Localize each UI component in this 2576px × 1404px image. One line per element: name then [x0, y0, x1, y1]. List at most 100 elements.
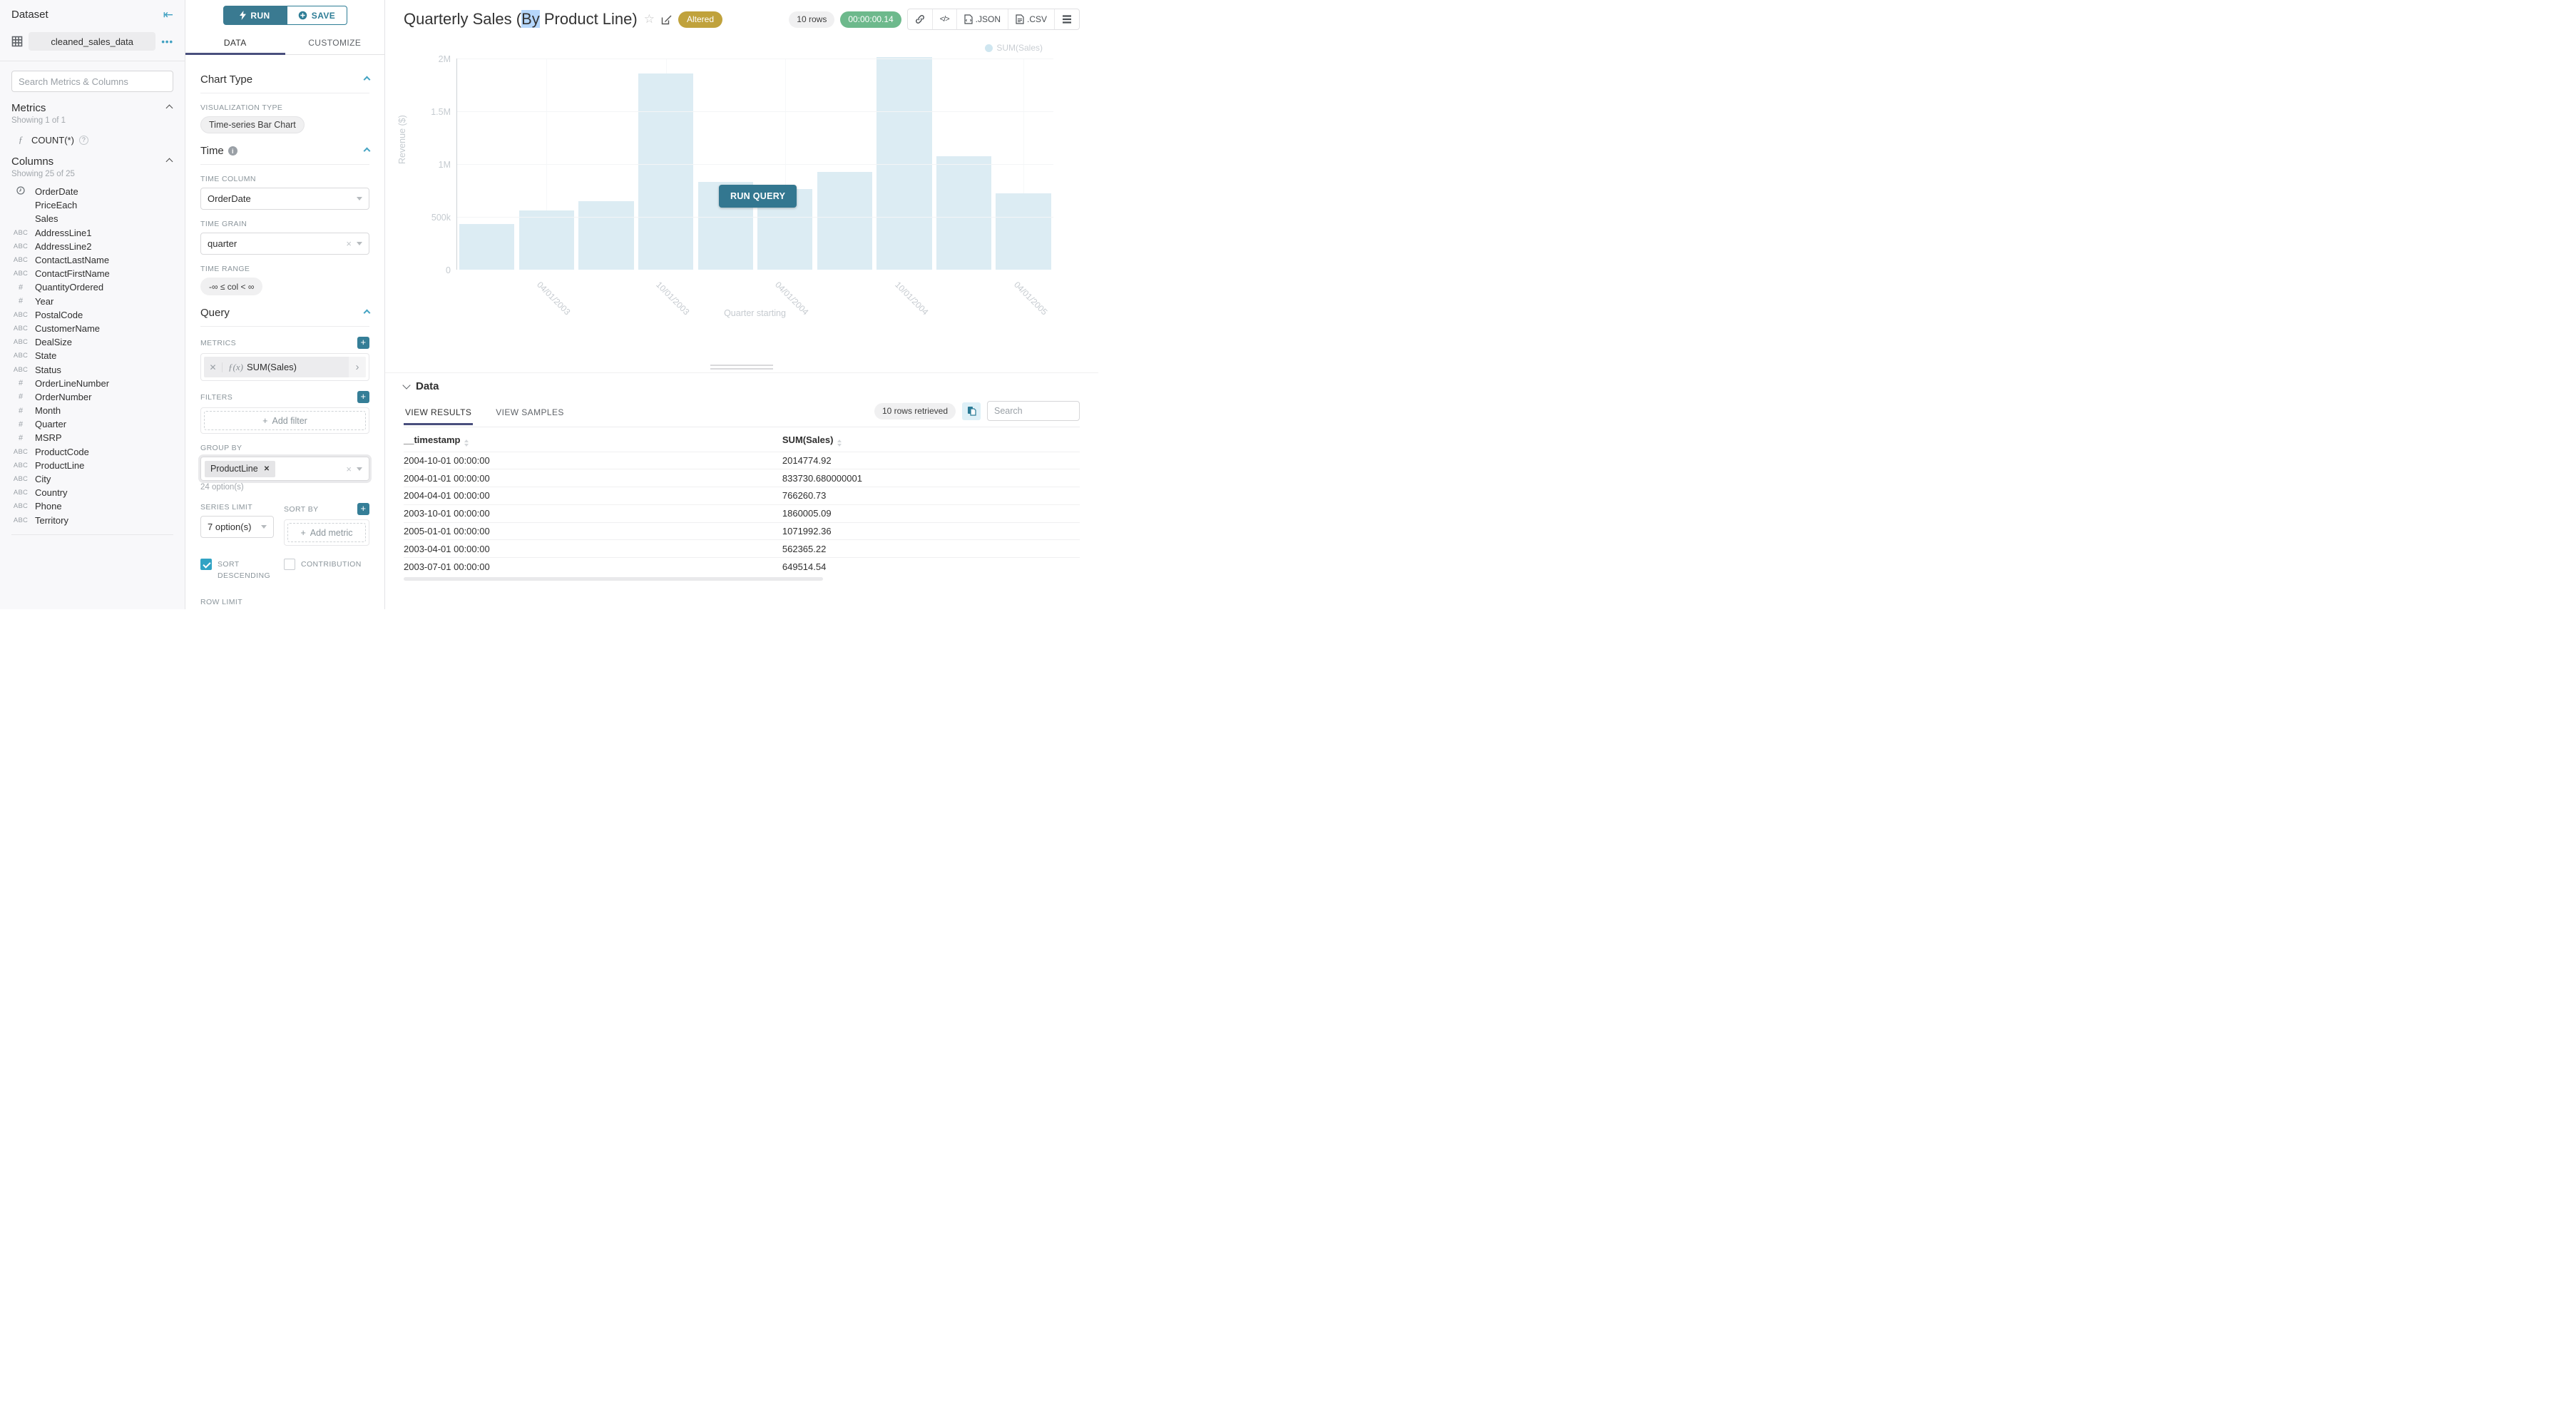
resize-handle[interactable] [385, 361, 1098, 372]
time-range-value[interactable]: -∞ ≤ col < ∞ [200, 278, 263, 295]
column-item[interactable]: ABC ContactFirstName [11, 267, 173, 280]
hamburger-icon [1063, 15, 1071, 24]
y-tick-label: 500k [431, 213, 451, 223]
save-button[interactable]: SAVE [287, 6, 347, 25]
legend-item[interactable]: SUM(Sales) [985, 43, 1043, 53]
clear-icon[interactable]: × [346, 463, 352, 474]
series-limit-select[interactable]: 7 option(s) [200, 516, 274, 538]
group-by-select[interactable]: ProductLine ✕ × [200, 457, 369, 481]
add-sort-metric-button[interactable]: + [357, 503, 369, 515]
search-input[interactable] [19, 76, 166, 87]
dataset-more-menu[interactable]: ••• [161, 36, 173, 47]
dataset-name: cleaned_sales_data [29, 32, 156, 51]
metric-item[interactable]: ƒ COUNT(*) ? [11, 134, 173, 146]
metric-control: ✕ ƒ(x) SUM(Sales) › [200, 353, 369, 381]
column-item[interactable]: # OrderNumber [11, 390, 173, 404]
column-item[interactable]: ABC DealSize [11, 335, 173, 349]
remove-metric-icon[interactable]: ✕ [204, 362, 223, 372]
run-button[interactable]: RUN [223, 6, 287, 25]
column-item[interactable]: ABC ContactLastName [11, 253, 173, 267]
favorite-star-icon[interactable]: ☆ [643, 12, 655, 26]
chevron-up-icon[interactable] [165, 104, 173, 112]
time-grain-label: TIME GRAIN [200, 220, 247, 228]
metrics-section-title: Metrics [11, 102, 46, 114]
column-item[interactable]: ABC City [11, 472, 173, 486]
metrics-columns-search[interactable] [11, 71, 173, 92]
horizontal-scrollbar[interactable] [404, 576, 823, 581]
data-section-title[interactable]: Data [416, 380, 439, 392]
visualization-type-value[interactable]: Time-series Bar Chart [200, 116, 305, 133]
column-item[interactable]: ABC State [11, 349, 173, 362]
run-query-button[interactable]: RUN QUERY [719, 185, 797, 208]
bar [578, 200, 634, 270]
results-search-input[interactable] [987, 401, 1080, 421]
copy-data-button[interactable] [962, 402, 981, 420]
add-metric-button[interactable]: + [357, 337, 369, 349]
copy-link-button[interactable] [908, 9, 932, 29]
tab-view-samples[interactable]: VIEW SAMPLES [496, 407, 564, 417]
column-item[interactable]: ABC Phone [11, 499, 173, 513]
export-csv-button[interactable]: .CSV [1007, 9, 1054, 29]
column-item[interactable]: ABC AddressLine2 [11, 240, 173, 253]
time-range-label: TIME RANGE [200, 265, 250, 273]
chevron-up-icon[interactable] [363, 309, 371, 317]
value-cell: 766260.73 [782, 487, 1080, 505]
column-item[interactable]: # QuantityOrdered [11, 280, 173, 294]
column-item[interactable]: # Month [11, 404, 173, 417]
column-label: QuantityOrdered [35, 282, 104, 293]
chevron-up-icon[interactable] [363, 147, 371, 155]
y-tick-label: 1M [438, 160, 451, 170]
column-item[interactable]: ABC Country [11, 486, 173, 499]
column-item[interactable]: ABC Status [11, 362, 173, 376]
column-item[interactable]: PriceEach [11, 198, 173, 212]
column-header-timestamp[interactable]: __timestamp [404, 429, 782, 452]
column-label: Quarter [35, 419, 67, 430]
chevron-up-icon[interactable] [165, 158, 173, 166]
metric-chip[interactable]: ✕ ƒ(x) SUM(Sales) › [204, 357, 366, 377]
column-item[interactable]: # OrderLineNumber [11, 377, 173, 390]
text-type-icon: ABC [13, 270, 29, 278]
column-item[interactable]: ABC ProductCode [11, 445, 173, 459]
chart-type-section-title[interactable]: Chart Type [200, 73, 253, 86]
add-sort-metric-dropzone[interactable]: + Add metric [287, 523, 366, 542]
column-header-sum-sales[interactable]: SUM(Sales) [782, 429, 1080, 452]
add-filter-dropzone[interactable]: + Add filter [204, 411, 366, 430]
sort-descending-checkbox[interactable] [200, 559, 212, 570]
add-filter-button[interactable]: + [357, 391, 369, 403]
bar [817, 171, 873, 270]
chevron-right-icon[interactable]: › [349, 357, 366, 377]
clear-icon[interactable]: × [346, 238, 352, 249]
help-icon[interactable]: ? [78, 135, 88, 145]
column-item[interactable]: ABC AddressLine1 [11, 226, 173, 240]
column-item[interactable]: ABC PostalCode [11, 308, 173, 322]
column-item[interactable]: # MSRP [11, 431, 173, 444]
collapse-panel-icon[interactable]: ⇤ [163, 8, 173, 21]
tab-customize[interactable]: CUSTOMIZE [308, 38, 362, 48]
timestamp-cell: 2005-01-01 00:00:00 [404, 522, 782, 540]
tab-data[interactable]: DATA [185, 32, 285, 55]
superset-explore-app: Dataset ⇤ cleaned_sales_data ••• Metrics… [0, 0, 1098, 609]
chevron-down-icon [261, 525, 267, 529]
export-json-button[interactable]: .JSON [956, 9, 1008, 29]
tab-view-results[interactable]: VIEW RESULTS [404, 403, 474, 425]
column-item[interactable]: ABC ProductLine [11, 459, 173, 472]
chevron-down-icon[interactable] [402, 380, 411, 390]
column-item[interactable]: ABC CustomerName [11, 322, 173, 335]
query-section-title[interactable]: Query [200, 307, 230, 319]
chevron-up-icon[interactable] [363, 76, 371, 83]
column-item[interactable]: Sales [11, 212, 173, 225]
column-item[interactable]: # Year [11, 295, 173, 308]
remove-tag-icon[interactable]: ✕ [263, 464, 270, 473]
menu-button[interactable] [1054, 9, 1079, 29]
time-section-title[interactable]: Time i [200, 145, 237, 157]
time-grain-select[interactable]: quarter × [200, 233, 369, 255]
column-label: OrderLineNumber [35, 377, 110, 389]
time-column-select[interactable]: OrderDate [200, 188, 369, 210]
column-item[interactable]: ABC Territory [11, 514, 173, 527]
embed-code-button[interactable]: </> [931, 9, 956, 29]
contribution-checkbox[interactable] [284, 559, 295, 570]
chart-title[interactable]: Quarterly Sales (By Product Line) [404, 10, 638, 28]
edit-properties-icon[interactable] [661, 14, 672, 25]
column-item[interactable]: # Quarter [11, 417, 173, 431]
column-item[interactable]: OrderDate [11, 185, 173, 198]
